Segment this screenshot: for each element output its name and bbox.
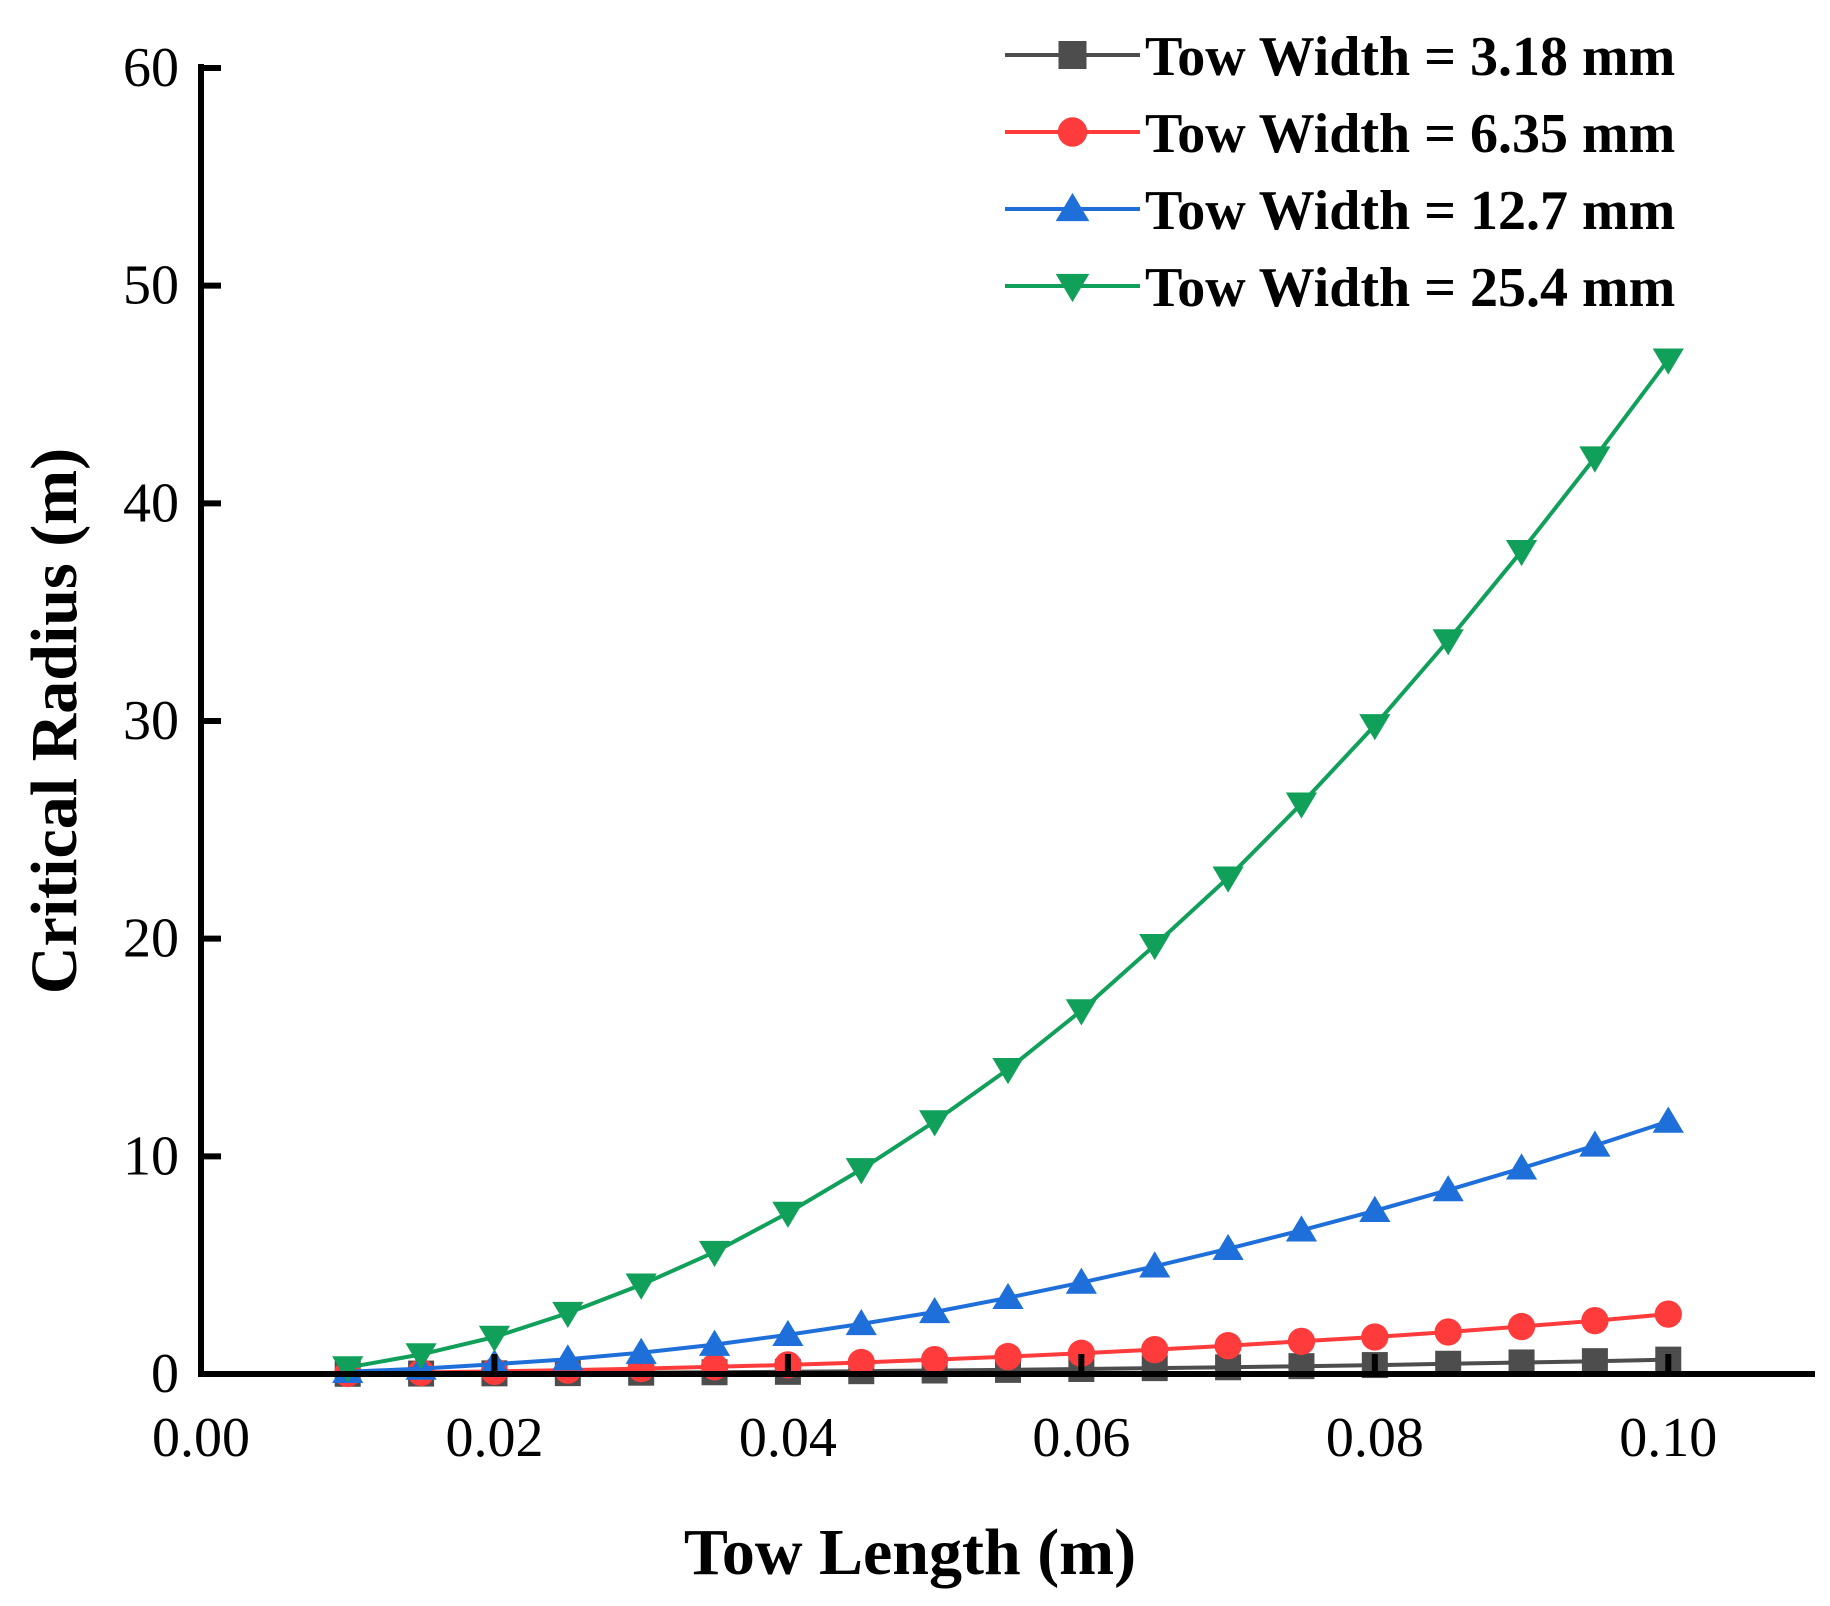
data-point [1065, 1267, 1097, 1294]
data-point [845, 1158, 877, 1185]
data-point [992, 1058, 1024, 1085]
axes: 0 10 20 30 40 50 60 0.00 0.02 0.04 0.06 0.08 0.10 Tow… [18, 37, 1815, 1589]
x-axis-title: Tow Length (m) [684, 1516, 1136, 1589]
data-point [1652, 348, 1684, 375]
data-point [919, 1297, 951, 1324]
legend-item-4: Tow Width = 25.4 mm [1005, 257, 1675, 319]
data-point [920, 1345, 949, 1374]
data-point [1285, 1215, 1318, 1242]
y-tick-label: 10 [123, 1125, 179, 1187]
x-tick-label: 0.06 [1032, 1407, 1130, 1469]
data-point [1652, 1106, 1684, 1133]
data-point [992, 1282, 1024, 1310]
data-point [1361, 1323, 1389, 1351]
data-point [1581, 1307, 1609, 1335]
data-point [1434, 1318, 1462, 1346]
x-tick-label: 0.00 [152, 1407, 250, 1469]
data-point [1579, 446, 1611, 473]
y-axis-title: Critical Radius (m) [18, 448, 91, 994]
y-tick-label: 60 [123, 37, 179, 99]
data-point [698, 1240, 731, 1268]
legend-item-2: Tow Width = 6.35 mm [1005, 103, 1675, 165]
data-point [1505, 1153, 1538, 1180]
data-point [772, 1201, 804, 1228]
data-point [1285, 792, 1318, 819]
data-point [845, 1308, 877, 1336]
data-point [1654, 1300, 1682, 1328]
data-point [625, 1273, 657, 1300]
data-point [1212, 1233, 1244, 1261]
data-point [332, 1356, 364, 1383]
data-point [1065, 999, 1097, 1026]
data-point [1212, 866, 1244, 893]
legend-label: Tow Width = 6.35 mm [1145, 103, 1675, 165]
data-point [994, 1342, 1022, 1371]
series-3 [332, 1106, 1684, 1384]
y-tick-label: 40 [123, 472, 179, 534]
data-point [478, 1325, 511, 1352]
x-tick-label: 0.04 [739, 1407, 837, 1469]
series-line [347, 1119, 1669, 1374]
data-point [1359, 1195, 1391, 1222]
data-point [1359, 714, 1391, 741]
legend: Tow Width = 3.18 mm Tow Width = 6.35 mm To… [1005, 26, 1675, 319]
data-point [698, 1329, 731, 1356]
legend-label: Tow Width = 25.4 mm [1145, 257, 1675, 319]
data-point [919, 1110, 951, 1137]
y-tick-label: 20 [123, 908, 179, 970]
legend-marker [1057, 117, 1088, 147]
data-point [1287, 1327, 1316, 1355]
plot-area [332, 348, 1684, 1387]
x-tick-label: 0.02 [445, 1407, 543, 1469]
x-tick-label: 0.10 [1619, 1407, 1717, 1469]
data-point [1432, 1175, 1464, 1202]
data-point [1505, 540, 1538, 567]
data-point [552, 1344, 584, 1371]
y-tick-label: 50 [123, 255, 179, 317]
data-point [1581, 1348, 1608, 1375]
data-point [1141, 1335, 1169, 1364]
data-point [1579, 1130, 1611, 1157]
legend-marker [1055, 273, 1090, 303]
data-point [1214, 1332, 1242, 1360]
legend-marker [1058, 41, 1087, 69]
data-point [1139, 1251, 1171, 1278]
series-4 [332, 348, 1684, 1383]
legend-item-1: Tow Width = 3.18 mm [1005, 26, 1675, 88]
data-point [1067, 1339, 1096, 1367]
legend-marker [1055, 192, 1090, 222]
data-point [405, 1343, 437, 1370]
data-point [1432, 629, 1464, 656]
data-point [552, 1301, 584, 1329]
legend-label: Tow Width = 3.18 mm [1145, 26, 1675, 88]
data-point [772, 1319, 804, 1347]
series-line [347, 358, 1670, 1370]
y-tick-label: 0 [151, 1343, 179, 1405]
x-tick-label: 0.08 [1326, 1407, 1424, 1469]
data-point [1507, 1312, 1536, 1341]
legend-item-3: Tow Width = 12.7 mm [1005, 180, 1675, 242]
data-point [847, 1348, 875, 1377]
data-point [625, 1337, 657, 1364]
legend-label: Tow Width = 12.7 mm [1145, 180, 1675, 242]
y-tick-label: 30 [123, 690, 179, 752]
data-point [1139, 933, 1171, 961]
